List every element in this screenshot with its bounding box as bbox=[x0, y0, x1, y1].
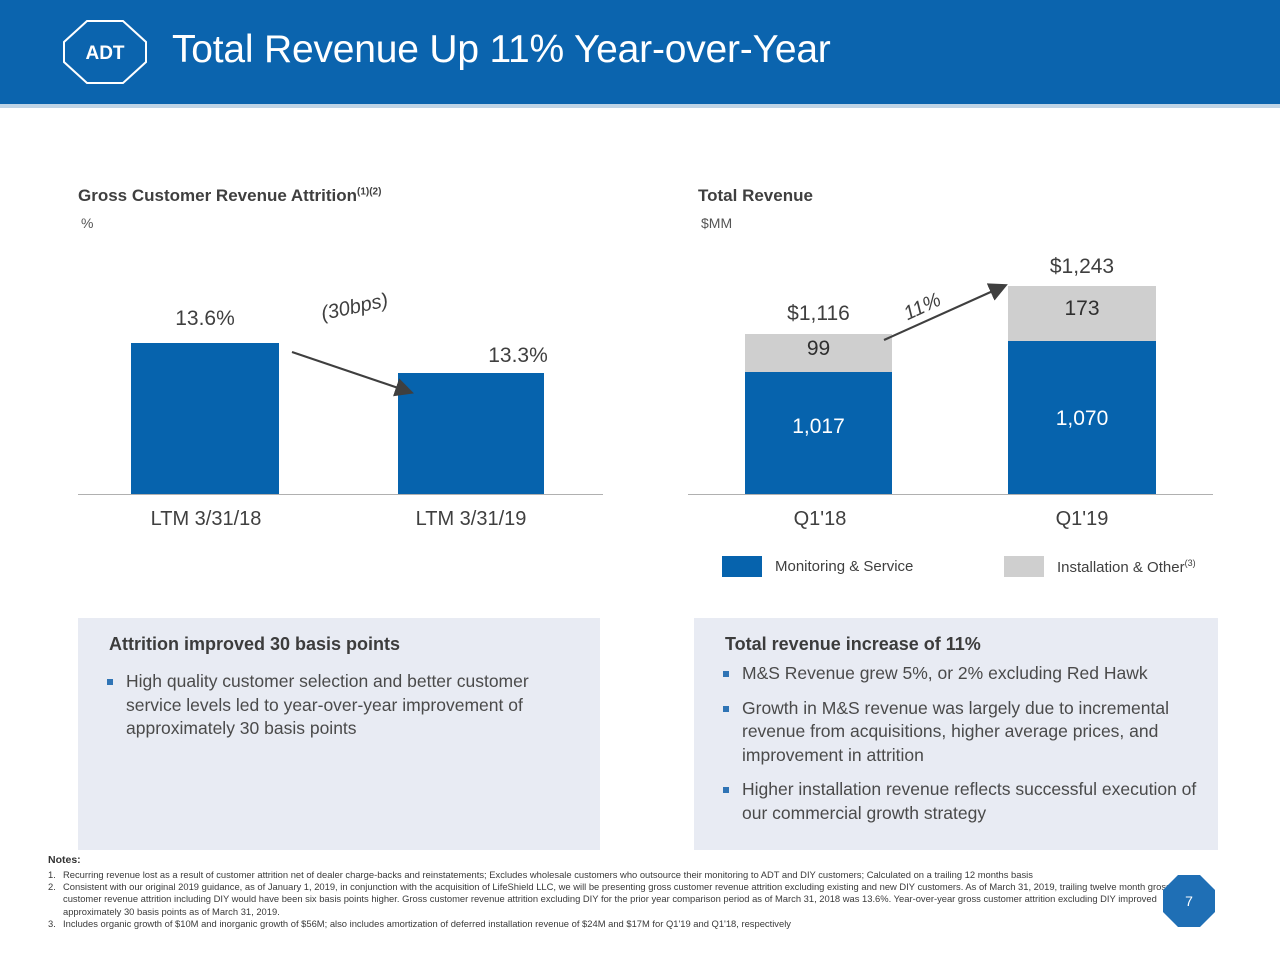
list-item: Higher installation revenue reflects suc… bbox=[720, 778, 1202, 825]
footnote-3-number: 3. bbox=[48, 917, 56, 929]
adt-octagon-icon: ADT bbox=[63, 20, 147, 84]
footnote-1-text: Recurring revenue lost as a result of cu… bbox=[63, 869, 1033, 880]
footnote-2: 2. Consistent with our original 2019 gui… bbox=[48, 881, 1188, 918]
attrition-bar-label-2018: 13.6% bbox=[175, 307, 235, 330]
legend-label-monitoring: Monitoring & Service bbox=[775, 558, 914, 575]
footnotes: Notes: 1. Recurring revenue lost as a re… bbox=[48, 854, 1188, 930]
footnote-1-number: 1. bbox=[48, 869, 56, 880]
attrition-category-label-0: LTM 3/31/18 bbox=[150, 508, 262, 530]
legend-label-installation-superscript: (3) bbox=[1184, 557, 1196, 568]
legend-label-installation: Installation & Other(3) bbox=[1057, 558, 1196, 576]
attrition-category-label-1: LTM 3/31/19 bbox=[415, 508, 527, 530]
attrition-callout-list: High quality customer selection and bett… bbox=[104, 670, 584, 752]
revenue-plot-area: 99 1,017 $1,116 173 1,070 $1,243 Q1'18 Q… bbox=[688, 250, 1213, 530]
attrition-decline-arrow-icon bbox=[291, 351, 414, 397]
page-number: 7 bbox=[1185, 893, 1193, 909]
footnote-2-text: Consistent with our original 2019 guidan… bbox=[63, 881, 1171, 917]
revenue-chart-legend: Monitoring & Service Installation & Othe… bbox=[722, 556, 1222, 580]
list-item: High quality customer selection and bett… bbox=[104, 670, 584, 741]
legend-item-monitoring: Monitoring & Service bbox=[722, 556, 913, 577]
revenue-chart-title: Total Revenue bbox=[698, 186, 813, 205]
legend-swatch-monitoring bbox=[722, 556, 762, 577]
revenue-bar-q118-monitoring bbox=[745, 372, 892, 494]
footnote-1: 1. Recurring revenue lost as a result of… bbox=[48, 869, 1188, 881]
adt-logo-text: ADT bbox=[85, 43, 124, 64]
attrition-bar-ltm-2018 bbox=[131, 343, 279, 494]
attrition-x-axis bbox=[78, 494, 603, 495]
revenue-total-label-q119: $1,243 bbox=[1049, 255, 1115, 278]
revenue-value-q119-monitoring: 1,070 bbox=[1055, 407, 1109, 430]
footnote-3: 3. Includes organic growth of $10M and i… bbox=[48, 918, 1188, 930]
legend-label-installation-text: Installation & Other bbox=[1057, 558, 1185, 576]
attrition-callout-box: Attrition improved 30 basis points High … bbox=[78, 618, 600, 850]
revenue-category-label-0: Q1'18 bbox=[793, 508, 847, 530]
revenue-category-label-1: Q1'19 bbox=[1055, 508, 1109, 530]
revenue-callout-heading: Total revenue increase of 11% bbox=[725, 634, 981, 654]
attrition-plot-area: 13.6% 13.3% LTM 3/31/18 LTM 3/31/19 (30b… bbox=[78, 250, 603, 530]
attrition-chart-title-text: Gross Customer Revenue Attrition bbox=[78, 186, 357, 205]
attrition-callout-heading: Attrition improved 30 basis points bbox=[109, 634, 401, 654]
revenue-growth-arrow-icon bbox=[883, 283, 1008, 341]
revenue-value-q119-installation: 173 bbox=[1064, 297, 1100, 320]
footnote-3-text: Includes organic growth of $10M and inor… bbox=[63, 917, 791, 929]
slide-header bbox=[0, 0, 1280, 104]
revenue-x-axis bbox=[688, 494, 1213, 495]
revenue-bar-q119-monitoring bbox=[1008, 341, 1156, 494]
list-item: M&S Revenue grew 5%, or 2% excluding Red… bbox=[720, 662, 1202, 686]
revenue-total-label-q118: $1,116 bbox=[787, 302, 850, 325]
revenue-bar-q118-installation bbox=[745, 334, 892, 372]
attrition-title-superscript: (1)(2) bbox=[356, 186, 382, 198]
page-title: Total Revenue Up 11% Year-over-Year bbox=[172, 28, 831, 71]
attrition-bar-ltm-2019 bbox=[398, 373, 544, 494]
legend-item-installation: Installation & Other(3) bbox=[1004, 556, 1196, 577]
revenue-bar-q119-installation bbox=[1008, 286, 1156, 341]
revenue-value-q118-monitoring: 1,017 bbox=[792, 415, 845, 438]
attrition-chart-panel: Gross Customer Revenue Attrition(1)(2) % bbox=[78, 186, 618, 231]
attrition-chart-title: Gross Customer Revenue Attrition(1)(2) bbox=[78, 186, 618, 206]
page-badge-octagon-icon bbox=[1163, 875, 1215, 927]
legend-swatch-installation bbox=[1004, 556, 1044, 577]
attrition-chart-unit: % bbox=[81, 215, 94, 231]
revenue-value-q118-installation: 99 bbox=[806, 337, 831, 360]
list-item: Growth in M&S revenue was largely due to… bbox=[720, 697, 1202, 768]
footnotes-heading: Notes: bbox=[48, 854, 81, 866]
header-divider bbox=[0, 104, 1280, 108]
revenue-callout-box: Total revenue increase of 11% M&S Revenu… bbox=[694, 618, 1218, 850]
attrition-change-annotation: (30bps) bbox=[319, 289, 391, 326]
revenue-chart-panel: Total Revenue $MM bbox=[698, 186, 1218, 231]
page-number-badge: 7 bbox=[1163, 875, 1215, 927]
footnote-2-number: 2. bbox=[48, 881, 56, 893]
attrition-bar-label-2019: 13.3% bbox=[488, 344, 548, 367]
revenue-chart-unit: $MM bbox=[701, 215, 733, 231]
adt-logo: ADT bbox=[62, 19, 148, 85]
revenue-callout-list: M&S Revenue grew 5%, or 2% excluding Red… bbox=[720, 662, 1202, 836]
